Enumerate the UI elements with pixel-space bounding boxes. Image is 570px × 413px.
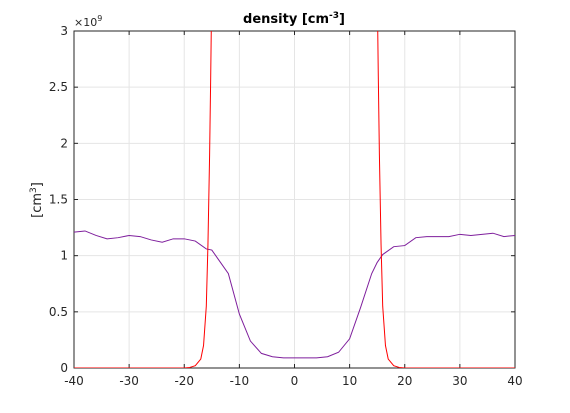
y-axis-exponent: ×109 <box>74 14 102 29</box>
y-tick-label: 1.5 <box>49 193 68 207</box>
x-tick-label: 20 <box>397 374 412 388</box>
x-tick-label: 0 <box>291 374 299 388</box>
x-tick-label: 30 <box>452 374 467 388</box>
y-tick-label: 0.5 <box>49 305 68 319</box>
x-tick-label: -40 <box>64 374 84 388</box>
chart-title: density [cm-3] <box>243 11 345 27</box>
x-tick-label: -10 <box>230 374 250 388</box>
axis-ticks: -40 -30 -20 -10 0 10 20 30 40 0 0.5 1 1.5 2 2.5 3 <box>49 24 523 388</box>
y-tick-label: 3 <box>60 24 68 38</box>
grid-lines <box>74 31 515 368</box>
x-tick-label: -20 <box>174 374 194 388</box>
x-tick-label: 10 <box>342 374 357 388</box>
x-tick-label: -30 <box>119 374 139 388</box>
y-axis-label: [cm3] <box>29 182 45 218</box>
y-tick-label: 0 <box>60 361 68 375</box>
x-tick-label: 40 <box>507 374 522 388</box>
y-tick-label: 2.5 <box>49 80 68 94</box>
y-tick-label: 2 <box>60 136 68 150</box>
y-tick-label: 1 <box>60 249 68 263</box>
